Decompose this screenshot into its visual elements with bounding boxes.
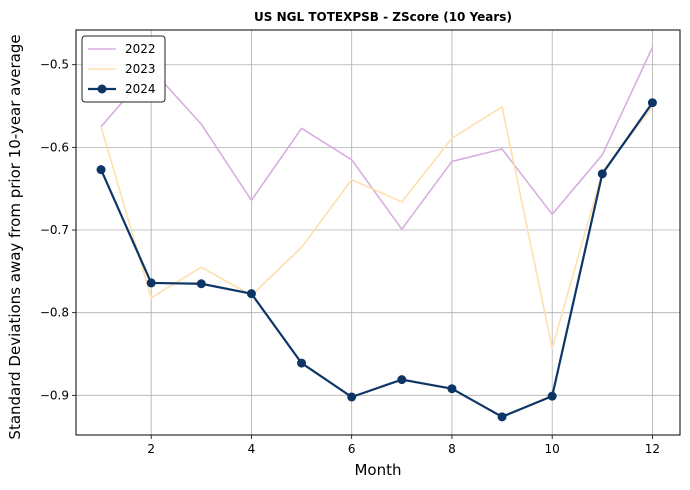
series-2024-point <box>96 165 106 175</box>
x-tick-label: 2 <box>147 442 155 456</box>
series-2024-point <box>497 412 507 422</box>
series-2024-point <box>647 98 657 108</box>
y-axis-label: Standard Deviations away from prior 10-y… <box>6 34 24 439</box>
legend-2023-label: 2023 <box>125 62 156 76</box>
series-2024-point <box>196 279 206 289</box>
x-tick-label: 10 <box>545 442 560 456</box>
x-axis-label: Month <box>354 461 401 479</box>
legend: 2022 2023 2024 <box>81 35 166 103</box>
y-tick-label: −0.5 <box>40 58 69 72</box>
series-2024-point <box>246 289 256 299</box>
legend-2024-label: 2024 <box>125 82 156 96</box>
x-tick-label: 6 <box>348 442 356 456</box>
series-2024-point <box>347 392 357 402</box>
series-2024-point <box>297 358 307 368</box>
series-2024-point <box>597 169 607 179</box>
plot-area-frame <box>75 29 681 436</box>
y-tick-label: −0.8 <box>40 306 69 320</box>
y-tick-label: −0.7 <box>40 223 69 237</box>
series-2024-point <box>397 375 407 385</box>
x-tick-label: 4 <box>248 442 256 456</box>
series-2024-point <box>447 384 457 394</box>
series-2023-line <box>100 106 654 350</box>
grid-lines <box>76 30 680 435</box>
series-2024-point <box>146 278 156 288</box>
legend-2024-marker <box>97 84 107 94</box>
series-2022-line <box>100 47 654 230</box>
y-tick-label: −0.6 <box>40 140 69 154</box>
y-axis-ticks: −0.9 −0.8 −0.7 −0.6 −0.5 <box>40 58 76 402</box>
series-lines <box>96 47 657 422</box>
x-tick-label: 12 <box>645 442 660 456</box>
series-2024-point <box>547 391 557 401</box>
legend-2022-label: 2022 <box>125 42 156 56</box>
y-tick-label: −0.9 <box>40 388 69 402</box>
chart-title: US NGL TOTEXPSB - ZScore (10 Years) <box>254 10 512 24</box>
x-axis-ticks: 2 4 6 8 10 12 <box>147 435 660 456</box>
series-2024-line <box>100 102 654 418</box>
x-tick-label: 8 <box>448 442 456 456</box>
